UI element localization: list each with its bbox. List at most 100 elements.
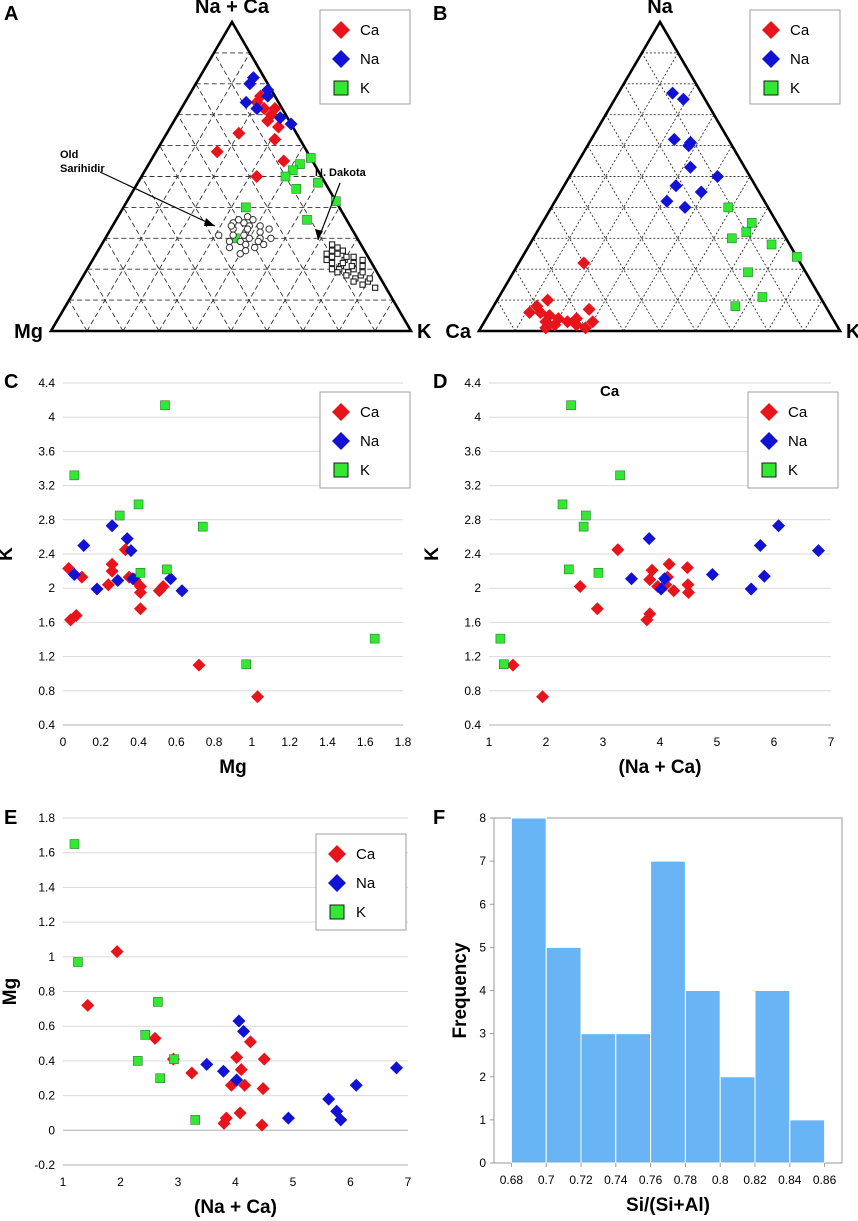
series-k	[69, 400, 380, 670]
legend-marker-na	[328, 874, 346, 892]
y-tick-label: 3	[479, 1027, 486, 1041]
data-point	[334, 269, 341, 276]
legend-label-ca: Ca	[790, 22, 810, 39]
data-point	[662, 557, 676, 571]
data-point	[133, 585, 147, 599]
panel-A: Na + Ca Mg K A Ca Na K Old Sarihidir N. Dakota	[4, 0, 432, 343]
y-tick-label: 6	[479, 897, 486, 911]
data-point	[249, 216, 257, 224]
y-tick-label: 1.2	[38, 650, 55, 664]
data-point	[334, 250, 341, 257]
x-axis-title: Si/(Si+Al)	[626, 1195, 710, 1216]
data-point	[499, 659, 509, 670]
data-point	[245, 234, 254, 243]
data-point	[573, 579, 587, 593]
y-tick-label: 1	[48, 950, 55, 964]
ternary-frame	[476, 19, 843, 333]
histogram-bar	[545, 946, 582, 1164]
data-point	[241, 659, 252, 670]
y-tick-label: -0.2	[34, 1158, 55, 1172]
y-tick-label: 3.6	[38, 444, 55, 458]
data-point	[255, 1118, 269, 1132]
data-point	[250, 243, 259, 252]
x-tick-label: 1.6	[357, 735, 374, 749]
data-point	[359, 281, 366, 288]
legend-marker-na	[332, 50, 350, 68]
data-point	[240, 231, 248, 239]
data-point	[643, 607, 657, 621]
data-point	[743, 267, 753, 278]
histogram-bar	[650, 860, 686, 1164]
data-point	[268, 132, 282, 146]
data-point	[557, 499, 568, 510]
data-point	[328, 259, 336, 267]
data-point	[766, 239, 777, 250]
y-tick-label: 3.6	[464, 444, 481, 458]
data-point	[254, 237, 262, 246]
x-tick-label: 5	[714, 735, 721, 749]
x-tick-label: 2	[543, 735, 550, 749]
data-point	[681, 578, 695, 592]
legend-label-na: Na	[788, 433, 808, 450]
legend-marker-k	[763, 80, 779, 96]
series-ca	[506, 543, 695, 704]
legend-marker-k	[333, 462, 349, 478]
data-point	[328, 241, 336, 248]
legend-label-ca: Ca	[360, 404, 380, 421]
data-point	[744, 582, 758, 596]
data-point	[359, 269, 366, 276]
y-tick-label: 1.6	[464, 615, 481, 629]
vertex-label-right: K	[417, 321, 432, 343]
data-point	[369, 633, 380, 644]
legend-marker-na	[762, 50, 780, 68]
y-tick-label: 1	[479, 1113, 486, 1127]
data-point	[251, 690, 265, 704]
data-point	[111, 574, 125, 588]
data-point	[67, 568, 81, 582]
data-point	[277, 154, 291, 168]
panel-label: A	[4, 3, 18, 25]
legend-marker-k	[761, 462, 777, 478]
data-point	[238, 1078, 252, 1092]
panel-D: 0.4 0.8 1.2 1.6 2 2.4 2.8 3.2 3.6 4 4.4 1 2 3 4 5 6 7 (Na …	[422, 371, 839, 778]
series-ca	[523, 256, 600, 335]
ternary-gridline	[569, 176, 660, 332]
data-point	[654, 582, 668, 596]
data-point	[232, 126, 246, 140]
data-point	[250, 102, 264, 116]
legend-label-k: K	[790, 80, 800, 97]
data-point	[190, 1115, 201, 1125]
x-tick-label: 0.2	[92, 735, 109, 749]
y-tick-label: 1.6	[38, 846, 55, 860]
histogram-bar	[719, 1076, 756, 1164]
data-point	[339, 247, 347, 254]
data-point	[578, 521, 589, 532]
ternary-gridline	[803, 299, 823, 332]
y-tick-label: 1.2	[464, 650, 481, 664]
y-tick-label: 2.4	[464, 547, 481, 561]
data-point	[261, 114, 275, 128]
data-point	[343, 253, 350, 260]
chart-annotation: Ca	[600, 383, 620, 400]
data-point	[359, 262, 366, 270]
legend-label-na: Na	[356, 875, 376, 892]
legend-label-k: K	[788, 462, 798, 479]
data-point	[328, 266, 336, 273]
data-point	[133, 602, 147, 616]
data-point	[723, 202, 734, 213]
data-point	[746, 218, 757, 228]
data-point	[243, 225, 252, 233]
x-tick-label: 0.6	[168, 735, 185, 749]
series-na	[660, 86, 725, 214]
histogram-bar	[684, 990, 721, 1164]
legend-label-k: K	[360, 462, 370, 479]
data-point	[81, 998, 95, 1012]
data-point	[322, 1092, 336, 1106]
data-point	[625, 572, 638, 586]
data-point	[660, 194, 674, 208]
data-point	[753, 538, 767, 552]
data-point	[334, 1113, 348, 1127]
legend-label-ca: Ca	[788, 404, 808, 421]
data-point	[155, 1073, 165, 1084]
data-point	[615, 470, 625, 481]
